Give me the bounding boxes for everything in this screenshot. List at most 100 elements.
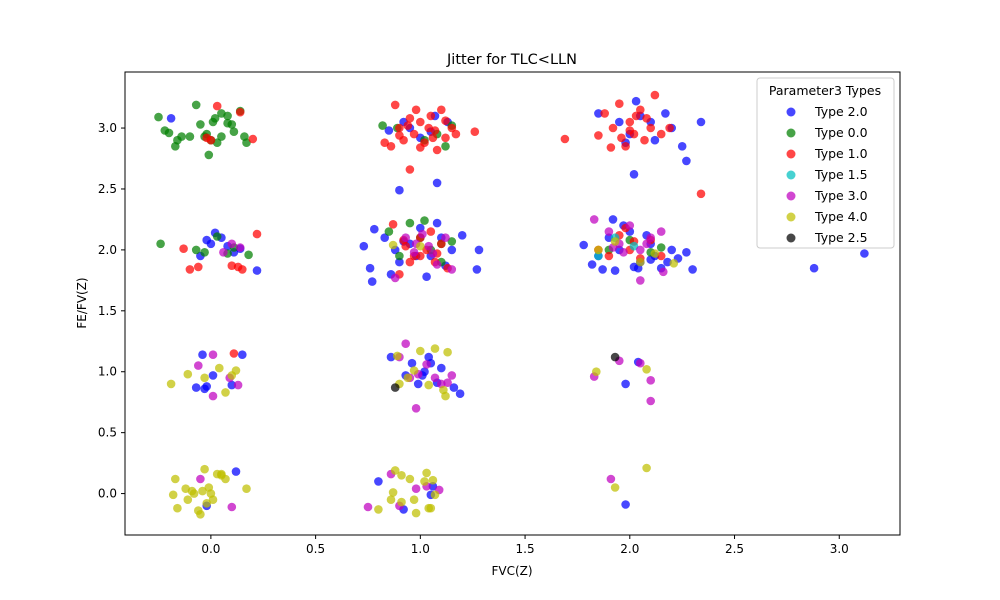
data-point: [447, 123, 457, 133]
data-point: [625, 221, 635, 230]
data-point: [682, 248, 691, 257]
data-point: [426, 503, 436, 513]
y-tick-label: 1.5: [98, 304, 117, 318]
data-point: [202, 235, 211, 245]
data-point: [416, 143, 425, 152]
data-point: [437, 363, 446, 373]
data-point: [171, 142, 180, 151]
data-point: [206, 135, 216, 145]
data-point: [594, 109, 603, 118]
y-tick-label: 2.0: [98, 243, 117, 257]
data-point: [422, 272, 431, 282]
data-point: [194, 361, 203, 370]
data-point: [579, 240, 588, 250]
data-point: [407, 358, 417, 368]
data-point: [424, 380, 434, 390]
data-point: [409, 366, 419, 375]
legend-item: Type 1.5: [786, 167, 868, 182]
data-point: [625, 126, 635, 135]
data-point: [642, 239, 651, 249]
data-point: [604, 227, 614, 236]
data-point: [646, 376, 655, 385]
data-point: [470, 127, 480, 136]
data-point: [437, 239, 446, 249]
data-point: [252, 229, 262, 239]
data-point: [177, 132, 186, 141]
data-point: [472, 265, 482, 274]
data-point: [608, 123, 618, 133]
data-point: [183, 369, 193, 379]
data-point: [621, 500, 630, 509]
data-point: [457, 231, 467, 240]
data-point: [587, 260, 597, 269]
data-point: [621, 142, 630, 151]
data-point: [171, 474, 180, 484]
x-tick-label: 0.0: [201, 542, 220, 556]
data-point: [164, 128, 174, 138]
data-point: [401, 233, 411, 242]
legend-label: Type 1.5: [814, 167, 868, 182]
data-point: [204, 150, 214, 160]
legend-item: Type 2.5: [786, 230, 868, 245]
data-point: [229, 127, 239, 136]
data-point: [642, 114, 651, 123]
series-type-4-0: [166, 237, 679, 519]
data-point: [600, 109, 609, 118]
legend-label: Type 3.0: [814, 188, 868, 203]
data-point: [656, 243, 666, 252]
data-point: [200, 373, 209, 383]
data-point: [189, 489, 199, 498]
data-point: [365, 263, 375, 273]
data-point: [659, 267, 668, 277]
data-point: [411, 404, 421, 413]
data-point: [200, 464, 209, 474]
y-tick-label: 0.0: [98, 487, 117, 501]
data-point: [196, 120, 205, 129]
data-point: [636, 358, 645, 368]
data-point: [411, 508, 421, 518]
legend-items: Type 2.0 Type 0.0 Type 1.0 Type 1.5 Type 3.0…: [786, 104, 868, 245]
data-point: [420, 477, 429, 486]
data-point: [384, 227, 394, 236]
data-point: [390, 466, 400, 475]
series-type-3-0: [194, 215, 668, 512]
data-point: [411, 105, 421, 115]
data-point: [173, 503, 182, 513]
plot-frame: [124, 71, 901, 536]
data-point: [426, 227, 436, 236]
legend-title: Parameter3 Types: [769, 83, 881, 98]
data-point: [405, 474, 415, 484]
data-point: [238, 350, 247, 360]
data-point: [219, 248, 228, 257]
data-point: [397, 497, 406, 507]
data-point: [682, 156, 691, 166]
data-point: [235, 243, 245, 252]
y-tick-label: 3.0: [98, 121, 117, 135]
data-point: [416, 241, 425, 251]
data-point: [606, 474, 616, 484]
legend-marker: [786, 170, 796, 180]
data-point: [650, 249, 660, 258]
data-point: [447, 371, 457, 380]
data-point: [474, 245, 484, 255]
data-point: [428, 133, 438, 143]
legend-marker: [786, 212, 796, 222]
data-point: [619, 248, 628, 257]
data-point: [388, 240, 398, 250]
data-point: [598, 265, 607, 274]
data-point: [422, 360, 431, 369]
data-point: [202, 499, 211, 508]
data-point: [447, 245, 457, 255]
data-point: [441, 133, 450, 143]
data-point: [625, 117, 635, 127]
data-point: [432, 218, 442, 228]
data-point: [636, 105, 645, 115]
data-point: [441, 233, 450, 242]
data-point: [610, 266, 620, 275]
data-point: [594, 131, 603, 140]
data-point: [610, 483, 620, 492]
data-point: [390, 273, 400, 283]
data-point: [642, 463, 651, 473]
x-tick-label: 2.5: [725, 542, 744, 556]
data-point: [432, 178, 442, 188]
